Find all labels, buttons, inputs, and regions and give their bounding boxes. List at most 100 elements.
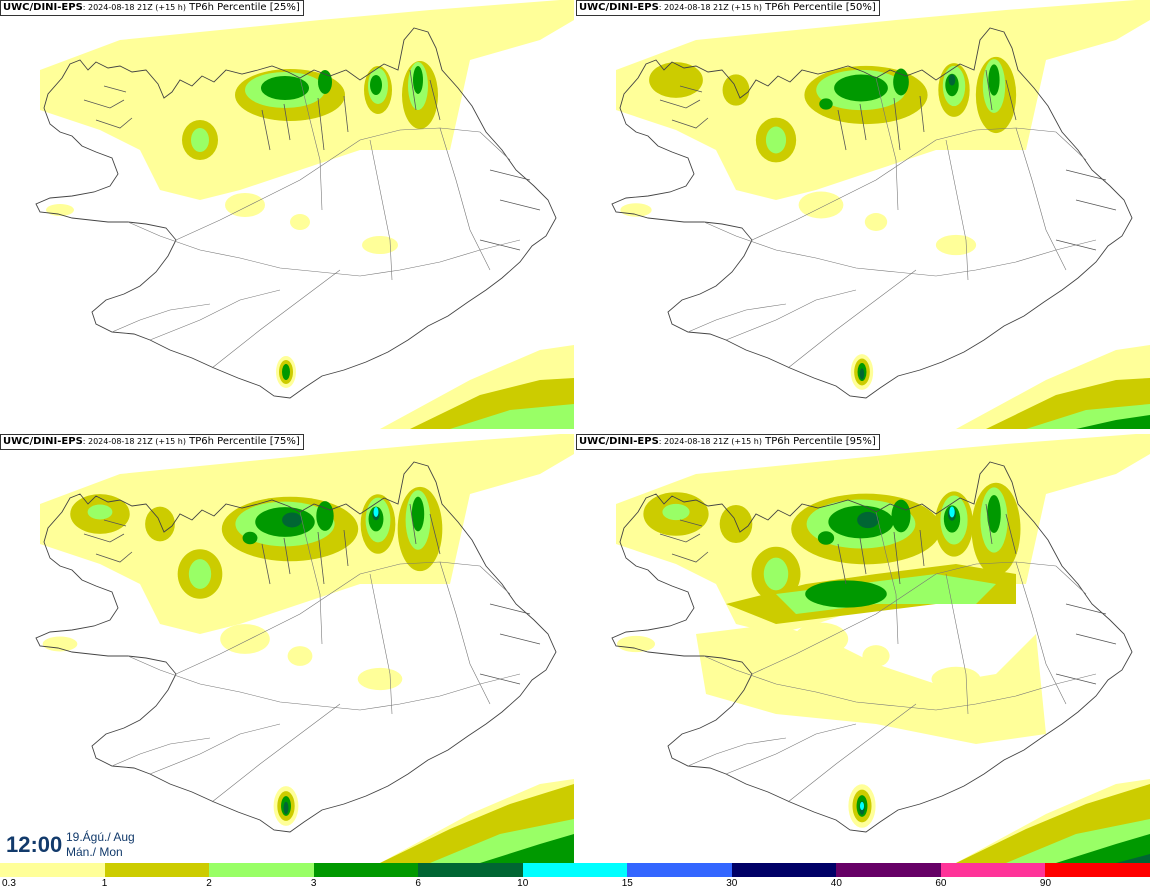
precip-map bbox=[35, 0, 574, 429]
precip-area bbox=[373, 507, 379, 517]
panel-title: UWC/DINI-EPS: 2024-08-18 21Z (+15 h) TP6… bbox=[576, 0, 880, 16]
legend-swatch bbox=[836, 863, 941, 877]
precip-area bbox=[893, 68, 909, 96]
roads bbox=[687, 77, 1097, 369]
iceland-outline bbox=[35, 461, 557, 833]
precip-area bbox=[287, 646, 313, 666]
precip-area bbox=[819, 98, 833, 110]
valid-day: Mán./ Mon bbox=[66, 845, 123, 859]
precip-area bbox=[616, 635, 656, 653]
precip-area bbox=[1116, 854, 1150, 863]
precip-area bbox=[857, 511, 879, 529]
iceland-outline bbox=[611, 461, 1133, 833]
precip-area bbox=[798, 191, 844, 219]
legend-swatch bbox=[104, 863, 210, 877]
precip-area bbox=[805, 580, 887, 608]
precip-area bbox=[225, 193, 265, 217]
panel-title: UWC/DINI-EPS: 2024-08-18 21Z (+15 h) TP6… bbox=[0, 434, 304, 450]
precip-area bbox=[145, 506, 175, 542]
precip-area bbox=[282, 512, 302, 528]
precip-area bbox=[1076, 415, 1150, 429]
roads bbox=[111, 77, 521, 369]
precip-area bbox=[662, 503, 690, 521]
color-legend: 0.3 1 2 3 6 10 15 30 40 60 90 bbox=[0, 863, 1150, 891]
precip-area bbox=[370, 75, 382, 95]
precip-area bbox=[191, 128, 209, 152]
valid-hour: 12:00 bbox=[6, 832, 63, 857]
valid-time-box: 12:00 19.Ágú./ Aug Mán./ Mon bbox=[0, 826, 142, 862]
precip-area bbox=[357, 667, 403, 691]
precip-area bbox=[220, 624, 270, 654]
precip-map bbox=[611, 434, 1150, 863]
map-panel-p95: UWC/DINI-EPS: 2024-08-18 21Z (+15 h) TP6… bbox=[576, 434, 1150, 863]
map-panel-p50: UWC/DINI-EPS: 2024-08-18 21Z (+15 h) TP6… bbox=[576, 0, 1150, 429]
precip-map bbox=[35, 434, 574, 863]
precip-map bbox=[611, 0, 1150, 429]
roads bbox=[687, 511, 1097, 803]
legend-swatch bbox=[1045, 863, 1150, 877]
precip-area bbox=[696, 624, 1046, 744]
precip-area bbox=[1056, 834, 1150, 863]
precip-area bbox=[362, 236, 398, 254]
roads bbox=[111, 511, 521, 803]
precip-area bbox=[859, 368, 865, 380]
precip-area bbox=[817, 531, 835, 545]
precip-area bbox=[450, 404, 574, 429]
precip-area bbox=[763, 557, 789, 591]
precip-area bbox=[42, 636, 78, 652]
valid-date: 19.Ágú./ Aug bbox=[66, 830, 135, 844]
panel-title: UWC/DINI-EPS: 2024-08-18 21Z (+15 h) TP6… bbox=[576, 434, 880, 450]
legend-tick-label: 6 bbox=[415, 878, 421, 889]
legend-tick-label: 30 bbox=[726, 878, 738, 889]
legend-swatch bbox=[731, 863, 837, 877]
legend-tick-label: 1 bbox=[101, 878, 108, 889]
map-panel-p25: UWC/DINI-EPS: 2024-08-18 21Z (+15 h) TP6… bbox=[0, 0, 574, 429]
legend-color-bar bbox=[0, 863, 1150, 877]
map-panel-p75: UWC/DINI-EPS: 2024-08-18 21Z (+15 h) TP6… bbox=[0, 434, 574, 863]
precip-area bbox=[834, 74, 888, 102]
legend-swatch bbox=[313, 863, 419, 877]
legend-tick-label: 0.3 bbox=[2, 878, 16, 889]
legend-tick-label: 60 bbox=[935, 878, 947, 889]
precip-area bbox=[283, 801, 289, 815]
precip-area bbox=[765, 126, 787, 154]
precip-field bbox=[40, 0, 574, 429]
precip-area bbox=[413, 66, 423, 94]
legend-tick-label: 10 bbox=[517, 878, 529, 889]
legend-tick-label: 40 bbox=[830, 878, 842, 889]
precip-area bbox=[949, 506, 955, 518]
legend-swatch bbox=[209, 863, 314, 877]
precip-area bbox=[891, 499, 911, 533]
legend-swatch bbox=[627, 863, 732, 877]
precip-area bbox=[87, 504, 113, 520]
precip-area bbox=[864, 213, 888, 231]
precip-area bbox=[935, 234, 977, 256]
precip-area bbox=[261, 76, 309, 100]
precip-area bbox=[242, 531, 258, 545]
precip-area bbox=[188, 559, 212, 589]
legend-tick-label: 90 bbox=[1039, 878, 1052, 889]
precip-field bbox=[616, 434, 1150, 863]
precip-area bbox=[988, 64, 1000, 96]
legend-swatch bbox=[418, 863, 523, 877]
precip-area bbox=[719, 504, 753, 544]
precip-field bbox=[40, 434, 574, 863]
legend-tick-label: 2 bbox=[206, 878, 212, 889]
precip-area bbox=[987, 494, 1001, 534]
panel-title: UWC/DINI-EPS: 2024-08-18 21Z (+15 h) TP6… bbox=[0, 0, 304, 16]
legend-swatch bbox=[522, 863, 628, 877]
precip-area bbox=[859, 801, 865, 811]
precip-field bbox=[616, 0, 1150, 429]
precip-area bbox=[948, 74, 956, 86]
precip-area bbox=[722, 74, 750, 106]
legend-swatch bbox=[0, 863, 105, 877]
precip-area bbox=[282, 364, 290, 380]
precip-area bbox=[480, 834, 574, 863]
legend-tick-label: 15 bbox=[621, 878, 633, 889]
precip-area bbox=[316, 501, 334, 531]
iceland-outline bbox=[35, 27, 557, 399]
precip-area bbox=[318, 70, 332, 94]
legend-tick-label: 3 bbox=[310, 878, 317, 889]
precip-area bbox=[290, 214, 310, 230]
legend-swatch bbox=[940, 863, 1046, 877]
